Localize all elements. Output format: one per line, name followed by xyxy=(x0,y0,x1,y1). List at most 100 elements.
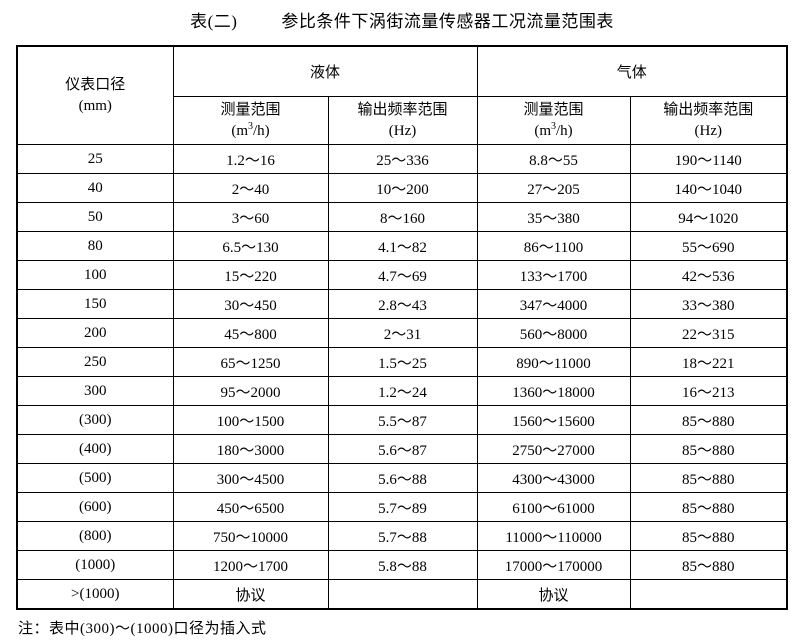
cell-gas-measure-range: 27～205 xyxy=(476,173,631,203)
cell-gas-freq-range: 85～880 xyxy=(629,405,788,435)
table-row: >(1000) 协议 协议 xyxy=(16,579,788,610)
cell-liquid-freq-range: 1.5～25 xyxy=(327,347,478,377)
cell-gas-freq-range: 190～1140 xyxy=(629,144,788,174)
cell-liquid-measure-range: 15～220 xyxy=(172,260,329,290)
cell-diameter: 25 xyxy=(16,144,174,174)
cell-gas-freq-range: 85～880 xyxy=(629,463,788,493)
cell-gas-measure-range: 890～11000 xyxy=(476,347,631,377)
table-row: 300 95～2000 1.2～24 1360～18000 16～213 xyxy=(16,376,788,406)
header-sub-row: 测量范围 (m3/h) 输出频率范围 (Hz) 测量范围 (m3/h) 输出频率… xyxy=(17,96,788,145)
header-gas-freq: 输出频率范围 (Hz) xyxy=(629,96,788,145)
cell-diameter: 200 xyxy=(16,318,174,348)
cell-gas-measure-range: 1360～18000 xyxy=(476,376,631,406)
header-liquid-measure-unit: (m3/h) xyxy=(231,120,270,139)
header-diameter-unit: (mm) xyxy=(78,97,112,114)
cell-liquid-freq-range: 5.5～87 xyxy=(327,405,478,435)
cell-liquid-freq-range: 2.8～43 xyxy=(327,289,478,319)
cell-gas-measure-range: 560～8000 xyxy=(476,318,631,348)
cell-gas-freq-range: 16～213 xyxy=(629,376,788,406)
cell-liquid-measure-range: 1.2～16 xyxy=(172,144,329,174)
cell-diameter: 250 xyxy=(16,347,174,377)
cell-liquid-measure-range: 100～1500 xyxy=(172,405,329,435)
cell-liquid-freq-range: 2～31 xyxy=(327,318,478,348)
cell-liquid-measure-range: 95～2000 xyxy=(172,376,329,406)
cell-liquid-measure-range: 6.5～130 xyxy=(172,231,329,261)
cell-gas-measure-range: 35～380 xyxy=(476,202,631,232)
cell-gas-freq-range: 42～536 xyxy=(629,260,788,290)
cell-liquid-freq-range: 5.7～89 xyxy=(327,492,478,522)
cell-gas-measure-range: 11000～110000 xyxy=(476,521,631,551)
cell-gas-freq-range xyxy=(629,579,788,610)
header-liquid-measure: 测量范围 (m3/h) xyxy=(172,96,329,145)
table-row: 200 45～800 2～31 560～8000 22～315 xyxy=(16,318,788,348)
cell-liquid-measure-range: 30～450 xyxy=(172,289,329,319)
cell-liquid-measure-range: 450～6500 xyxy=(172,492,329,522)
table-row: 250 65～1250 1.5～25 890～11000 18～221 xyxy=(16,347,788,377)
cell-gas-measure-range: 17000～170000 xyxy=(476,550,631,580)
cell-liquid-measure-range: 750～10000 xyxy=(172,521,329,551)
cell-gas-measure-range: 4300～43000 xyxy=(476,463,631,493)
table-row: (1000) 1200～1700 5.8～88 17000～170000 85～… xyxy=(16,550,788,580)
cell-diameter: (300) xyxy=(16,405,174,435)
header-group-row: 仪表口径 (mm) 液体 气体 xyxy=(16,45,788,145)
table-row: 150 30～450 2.8～43 347～4000 33～380 xyxy=(16,289,788,319)
cell-liquid-freq-range: 4.1～82 xyxy=(327,231,478,261)
header-liquid-group: 液体 xyxy=(172,45,478,97)
header-gas-measure-unit: (m3/h) xyxy=(534,120,573,139)
table-row: 50 3～60 8～160 35～380 94～1020 xyxy=(16,202,788,232)
cell-liquid-measure-range: 180～3000 xyxy=(172,434,329,464)
page-title: 表(二) 参比条件下涡街流量传感器工况流量范围表 xyxy=(0,0,804,32)
header-diameter-label: 仪表口径 xyxy=(65,76,126,93)
header-gas-measure-label: 测量范围 xyxy=(523,101,584,118)
cell-gas-measure-range: 133～1700 xyxy=(476,260,631,290)
cell-liquid-freq-range xyxy=(327,579,478,610)
cell-liquid-freq-range: 25～336 xyxy=(327,144,478,174)
table-row: 25 1.2～16 25～336 8.8～55 190～1140 xyxy=(16,144,788,174)
cell-diameter: 50 xyxy=(16,202,174,232)
cell-liquid-freq-range: 4.7～69 xyxy=(327,260,478,290)
table-row: (800) 750～10000 5.7～88 11000～110000 85～8… xyxy=(16,521,788,551)
cell-gas-measure-range: 6100～61000 xyxy=(476,492,631,522)
cell-gas-measure-range: 1560～15600 xyxy=(476,405,631,435)
header-liquid-freq-label: 输出频率范围 xyxy=(357,101,448,118)
cell-gas-freq-range: 85～880 xyxy=(629,434,788,464)
cell-gas-freq-range: 140～1040 xyxy=(629,173,788,203)
cell-liquid-measure-range: 300～4500 xyxy=(172,463,329,493)
table-row: 40 2～40 10～200 27～205 140～1040 xyxy=(16,173,788,203)
cell-gas-freq-range: 85～880 xyxy=(629,521,788,551)
header-gas-freq-label: 输出频率范围 xyxy=(663,101,754,118)
cell-liquid-freq-range: 1.2～24 xyxy=(327,376,478,406)
header-gas-freq-unit: (Hz) xyxy=(694,122,723,139)
table-row: (400) 180～3000 5.6～87 2750～27000 85～880 xyxy=(16,434,788,464)
cell-diameter: >(1000) xyxy=(16,579,174,610)
cell-gas-freq-range: 85～880 xyxy=(629,492,788,522)
header-gas-measure: 测量范围 (m3/h) xyxy=(476,96,631,145)
table-header: 仪表口径 (mm) 液体 气体 测量范围 (m3/h) 输出频率范围 (Hz) … xyxy=(16,45,788,145)
table-row: (500) 300～4500 5.6～88 4300～43000 85～880 xyxy=(16,463,788,493)
cell-liquid-freq-range: 5.6～88 xyxy=(327,463,478,493)
cell-diameter: 150 xyxy=(16,289,174,319)
cell-diameter: (800) xyxy=(16,521,174,551)
footnote: 注：表中(300)～(1000)口径为插入式 xyxy=(18,621,267,637)
cell-gas-freq-range: 33～380 xyxy=(629,289,788,319)
cell-gas-measure-range: 2750～27000 xyxy=(476,434,631,464)
cell-gas-measure-range: 8.8～55 xyxy=(476,144,631,174)
cell-liquid-freq-range: 5.7～88 xyxy=(327,521,478,551)
cell-gas-measure-range: 86～1100 xyxy=(476,231,631,261)
table-row: (600) 450～6500 5.7～89 6100～61000 85～880 xyxy=(16,492,788,522)
header-liquid-measure-label: 测量范围 xyxy=(220,101,281,118)
header-liquid-freq: 输出频率范围 (Hz) xyxy=(327,96,478,145)
cell-liquid-measure-range: 1200～1700 xyxy=(172,550,329,580)
cell-diameter: 300 xyxy=(16,376,174,406)
cell-gas-freq-range: 85～880 xyxy=(629,550,788,580)
cell-liquid-measure-range: 65～1250 xyxy=(172,347,329,377)
table-body: 25 1.2～16 25～336 8.8～55 190～1140 40 2～40… xyxy=(16,144,788,610)
cell-diameter: 100 xyxy=(16,260,174,290)
cell-liquid-freq-range: 5.6～87 xyxy=(327,434,478,464)
flow-range-table: 仪表口径 (mm) 液体 气体 测量范围 (m3/h) 输出频率范围 (Hz) … xyxy=(16,45,789,610)
cell-gas-freq-range: 94～1020 xyxy=(629,202,788,232)
cell-liquid-measure-range: 45～800 xyxy=(172,318,329,348)
cell-liquid-freq-range: 8～160 xyxy=(327,202,478,232)
cell-diameter: (400) xyxy=(16,434,174,464)
